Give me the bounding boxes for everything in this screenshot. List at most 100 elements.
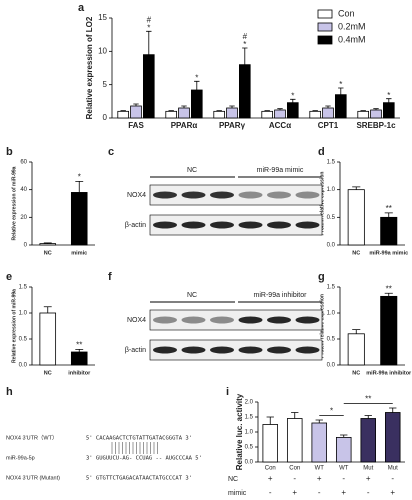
x-tick-label: FAS [128, 121, 144, 130]
blot-band [238, 191, 263, 199]
blot-frame [149, 339, 323, 361]
error-bar [146, 30, 152, 55]
significance: * [78, 172, 81, 181]
condition-mark: + [390, 488, 395, 497]
y-tick-label: 1.5 [327, 285, 336, 291]
legend-swatch [317, 35, 333, 45]
bar [380, 216, 398, 246]
error-bar [373, 108, 379, 110]
blot-band [267, 316, 291, 324]
x-tick-label: PPARγ [219, 121, 246, 130]
y-axis-label: Relative expression of miR-99a [11, 289, 17, 363]
condition-mark: - [367, 488, 370, 497]
condition-mark: + [317, 474, 322, 483]
bar [213, 110, 226, 119]
bar [39, 243, 57, 246]
error-bar [43, 242, 52, 244]
x-tick-label: Mut [363, 466, 373, 472]
blot-band [153, 316, 177, 324]
error-bar [384, 292, 393, 297]
condition-mark: + [341, 488, 346, 497]
y-tick-label: 0.0 [245, 460, 254, 466]
panel-letter: h [6, 386, 13, 398]
y-tick-label: 0.0 [327, 243, 336, 249]
x-tick-label: miR-99a inhibitor [366, 370, 412, 376]
x-tick-label: inhibitor [68, 370, 91, 376]
seq-label: miR-99a-5p [6, 455, 35, 461]
blot-row-label: β-actin [125, 222, 146, 229]
y-tick-label: 15 [98, 13, 107, 22]
panel-letter: b [6, 146, 13, 158]
error-bar [352, 329, 361, 334]
x-tick-label: Con [265, 466, 276, 472]
legend-swatch [317, 22, 333, 32]
y-axis-label: Protein relative expression [319, 172, 325, 236]
blot-band [181, 316, 206, 324]
seq-label: NOX4 3'UTR（WT） [6, 434, 57, 441]
bar [238, 64, 251, 119]
blot-band [153, 346, 177, 354]
y-tick-label: 0.5 [327, 215, 336, 221]
error-bar [229, 105, 235, 108]
x-tick-label: PPARα [171, 121, 198, 130]
x-tick-label: WT [339, 466, 349, 472]
blot-row-label: NOX4 [127, 192, 146, 199]
condition-mark: - [269, 488, 272, 497]
x-tick-label: miR-99a mimic [369, 250, 408, 256]
x-tick-label: SREBP-1c [356, 121, 396, 130]
condition-mark: - [293, 474, 296, 483]
blot-frame [149, 309, 323, 331]
blot-band [210, 191, 234, 199]
significance: # [147, 15, 152, 24]
y-tick-label: 0.5 [245, 445, 254, 451]
blot-band [238, 346, 263, 354]
bar [261, 110, 273, 119]
bar [311, 422, 327, 463]
blot-group: miR-99a mimic [257, 167, 304, 174]
x-tick-label: CPT1 [318, 121, 339, 130]
y-tick-label: 1.5 [245, 415, 254, 421]
error-bar [312, 110, 318, 112]
condition-name: mimic [228, 490, 247, 497]
bar [130, 105, 142, 119]
y-tick-label: 1.0 [245, 430, 254, 436]
y-tick-label: 0 [103, 113, 108, 122]
bar [322, 107, 334, 119]
x-tick-label: Mut [388, 466, 398, 472]
error-bar [216, 110, 222, 112]
error-bar [43, 306, 52, 313]
blot-group: miR-99a inhibitor [254, 292, 308, 299]
y-tick-label: 0.5 [327, 337, 336, 343]
y-tick-label: 0.0 [327, 363, 336, 369]
error-bar [325, 105, 331, 108]
bar [347, 333, 365, 366]
condition-mark: - [318, 488, 321, 497]
error-bar [360, 110, 366, 112]
bar [178, 107, 190, 119]
blot-group: NC [187, 292, 197, 299]
error-bar [338, 87, 344, 95]
bar [39, 312, 57, 366]
bar [347, 189, 365, 246]
condition-name: NC [228, 476, 238, 483]
y-tick-label: 5 [103, 80, 108, 89]
significance: # [243, 32, 248, 41]
y-axis-label: Relative expression of miR-99a [11, 166, 17, 240]
condition-mark: + [366, 474, 371, 483]
error-bar [352, 186, 361, 190]
x-tick-label: NC [352, 370, 360, 376]
blot-row-label: β-actin [125, 347, 146, 354]
significance: ** [386, 284, 392, 293]
blot-row-label: NOX4 [127, 317, 146, 324]
significance: * [291, 91, 294, 100]
error-bar [242, 47, 248, 65]
y-tick-label: 0 [24, 243, 28, 249]
x-tick-label: WT [315, 466, 325, 472]
y-tick-label: 0.0 [19, 363, 28, 369]
panel-letter: c [108, 146, 114, 158]
bar [335, 436, 352, 463]
y-tick-label: 10 [98, 46, 107, 55]
blot-band [238, 316, 263, 324]
bar [384, 412, 401, 463]
blot-frame [149, 214, 323, 236]
